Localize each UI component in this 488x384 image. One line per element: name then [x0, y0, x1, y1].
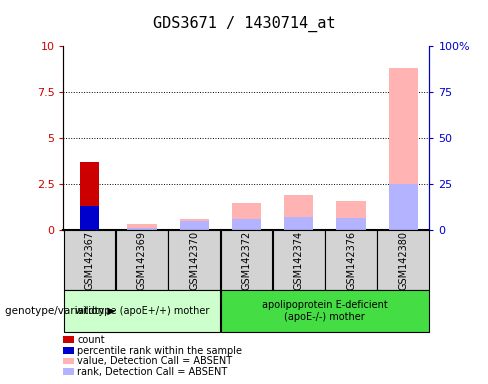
Bar	[388, 184, 418, 230]
Bar	[81, 207, 99, 230]
Bar	[284, 195, 313, 230]
Bar	[273, 230, 325, 290]
Text: GSM142380: GSM142380	[398, 231, 408, 290]
Bar	[284, 217, 313, 230]
Bar	[81, 162, 99, 230]
Bar	[232, 219, 261, 230]
Bar	[180, 221, 209, 230]
Text: GDS3671 / 1430714_at: GDS3671 / 1430714_at	[153, 15, 335, 31]
Text: GSM142376: GSM142376	[346, 231, 356, 290]
Bar	[127, 224, 157, 230]
Text: GSM142370: GSM142370	[189, 231, 199, 290]
Bar	[127, 228, 157, 230]
Text: apolipoprotein E-deficient
(apoE-/-) mother: apolipoprotein E-deficient (apoE-/-) mot…	[262, 300, 388, 322]
Bar	[388, 68, 418, 230]
Text: wildtype (apoE+/+) mother: wildtype (apoE+/+) mother	[75, 306, 209, 316]
Bar	[168, 230, 220, 290]
Text: percentile rank within the sample: percentile rank within the sample	[77, 346, 242, 356]
Bar	[180, 219, 209, 230]
Bar	[336, 201, 366, 230]
Text: genotype/variation ▶: genotype/variation ▶	[5, 306, 115, 316]
Bar	[325, 230, 377, 290]
Text: count: count	[77, 335, 105, 345]
Text: value, Detection Call = ABSENT: value, Detection Call = ABSENT	[77, 356, 232, 366]
Bar	[221, 230, 272, 290]
Bar	[64, 290, 220, 332]
Bar	[64, 230, 116, 290]
Bar	[336, 218, 366, 230]
Text: GSM142369: GSM142369	[137, 231, 147, 290]
Text: GSM142367: GSM142367	[84, 231, 95, 290]
Text: GSM142372: GSM142372	[242, 230, 251, 290]
Bar	[232, 203, 261, 230]
Bar	[377, 230, 429, 290]
Bar	[116, 230, 168, 290]
Bar	[221, 290, 429, 332]
Text: rank, Detection Call = ABSENT: rank, Detection Call = ABSENT	[77, 367, 227, 377]
Text: GSM142374: GSM142374	[294, 231, 304, 290]
